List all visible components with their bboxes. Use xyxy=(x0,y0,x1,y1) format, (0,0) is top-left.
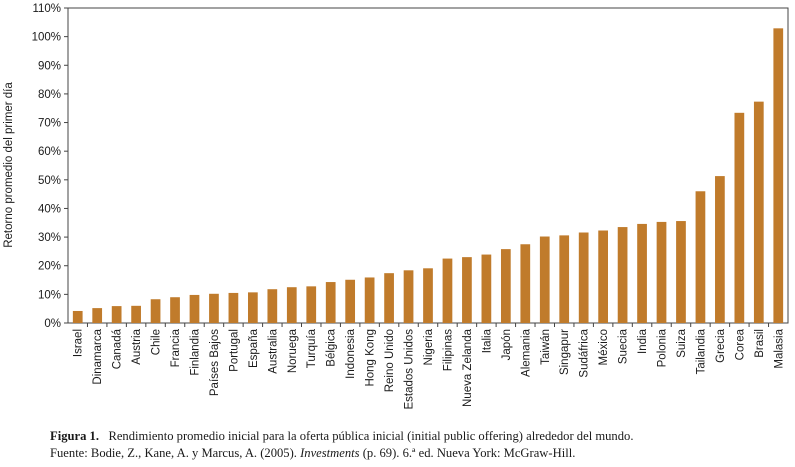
x-tick-label: Japón xyxy=(501,329,513,360)
bar-austria xyxy=(131,305,141,323)
bar-portugal xyxy=(228,292,239,323)
x-tick-label: Austria xyxy=(131,328,143,364)
x-tick-label: Hong Kong xyxy=(365,329,377,387)
x-tick-label: México xyxy=(598,329,610,365)
bar-polonia xyxy=(656,221,667,323)
bar-italia xyxy=(481,254,492,323)
bar-nueva-zelanda xyxy=(462,257,472,323)
bar-alemania xyxy=(520,244,531,323)
y-tick-label: 60% xyxy=(38,146,61,158)
bar-españa xyxy=(248,292,258,323)
x-tick-label: Chile xyxy=(151,329,163,355)
x-tick-label: Alemania xyxy=(520,328,532,377)
x-tick-label: Polonia xyxy=(657,328,669,367)
bar-israel xyxy=(72,310,83,323)
y-tick-label: 110% xyxy=(32,3,61,15)
source-suffix: (p. 69). 6.ª ed. Nueva York: McGraw-Hill… xyxy=(362,446,576,460)
x-tick-label: Estados Unidos xyxy=(404,329,416,410)
bar-bélgica xyxy=(325,282,336,323)
x-tick-label: Filipinas xyxy=(442,329,454,371)
bar-indonesia xyxy=(345,279,356,323)
bar-dinamarca xyxy=(92,308,103,323)
x-tick-label: Corea xyxy=(734,328,746,360)
x-tick-label: India xyxy=(637,328,649,354)
y-tick-label: 90% xyxy=(38,60,61,72)
chart: 0% 10% 20% 30% 40% 50% 60% 70% 80% 90% 100% 110% Is… xyxy=(3,3,789,410)
x-tick-label: Italia xyxy=(481,328,493,353)
y-axis-title: Retorno promedio del primer día xyxy=(3,82,15,248)
x-tick-label: Sudáfrica xyxy=(579,328,591,377)
x-tick-label: Australia xyxy=(267,328,279,373)
caption-text: Rendimiento promedio inicial para la ofe… xyxy=(108,429,634,443)
x-tick-label: Malasia xyxy=(773,328,785,368)
x-tick-label: Dinamarca xyxy=(92,328,104,384)
y-tick-label: 30% xyxy=(38,232,61,244)
x-tick-label: Portugal xyxy=(228,329,240,372)
y-tick-label: 20% xyxy=(38,261,61,273)
bar-noruega xyxy=(286,287,297,323)
bar-grecia xyxy=(715,176,725,323)
bar-suiza xyxy=(676,221,686,323)
bar-india xyxy=(637,223,647,323)
x-tick-label: Suiza xyxy=(676,328,688,357)
x-tick-label: Tailandia xyxy=(695,328,707,374)
bar-reino-unido xyxy=(384,273,394,323)
x-tick-label: Brasil xyxy=(754,329,766,358)
bar-corea xyxy=(734,112,745,324)
caption-label: Figura 1. xyxy=(50,429,99,443)
bar-francia xyxy=(170,297,180,323)
bar-finlandia xyxy=(189,294,200,323)
source-title: Investments xyxy=(300,446,360,460)
bar-tailandia xyxy=(695,191,706,323)
x-tick-label: Grecia xyxy=(715,328,727,362)
bar-estados-unidos xyxy=(403,270,414,323)
y-tick-label: 80% xyxy=(38,89,61,101)
bar-canadá xyxy=(111,306,122,323)
x-tick-label: Noruega xyxy=(287,328,299,373)
bar-taiwán xyxy=(539,236,550,323)
bar-hong-kong xyxy=(364,277,375,323)
bar-filipinas xyxy=(442,258,453,323)
x-tick-label: Francia xyxy=(170,328,182,367)
bar-malasia xyxy=(773,28,784,323)
x-axis: Israel Dinamarca Canadá Austria Chile Francia… xyxy=(73,323,785,410)
x-tick-label: Finlandia xyxy=(189,328,201,375)
bar-singapur xyxy=(559,235,570,323)
y-tick-label: 0% xyxy=(44,318,61,330)
x-tick-label: Indonesia xyxy=(345,328,357,378)
x-tick-label: Turquía xyxy=(306,328,318,368)
x-tick-label: Reino Unido xyxy=(384,329,396,392)
bars xyxy=(72,28,784,324)
bar-suecia xyxy=(617,227,628,323)
bar-méxico xyxy=(598,230,608,323)
x-tick-label: Bélgica xyxy=(326,328,338,366)
source-prefix: Fuente: Bodie, Z., Kane, A. y Marcus, A.… xyxy=(50,446,297,460)
bar-australia xyxy=(267,289,278,323)
x-tick-label: España xyxy=(248,328,260,368)
figure-caption: Figura 1. Rendimiento promedio inicial p… xyxy=(50,428,790,462)
y-tick-label: 100% xyxy=(32,32,61,44)
x-tick-label: Taiwán xyxy=(540,329,552,365)
bar-turquía xyxy=(306,286,317,323)
bar-japón xyxy=(500,249,511,323)
x-tick-label: Nueva Zelanda xyxy=(462,328,474,407)
bar-chile xyxy=(150,299,161,323)
y-tick-label: 70% xyxy=(38,118,61,130)
x-tick-label: Canadá xyxy=(112,328,124,369)
y-tick-label: 50% xyxy=(38,175,61,187)
bar-países-bajos xyxy=(209,293,219,323)
x-tick-label: Israel xyxy=(73,329,85,357)
caption-line-2: Fuente: Bodie, Z., Kane, A. y Marcus, A.… xyxy=(50,445,790,462)
y-tick-label: 10% xyxy=(38,289,61,301)
bar-sudáfrica xyxy=(578,232,589,323)
bar-nigeria xyxy=(423,268,433,323)
caption-line-1: Figura 1. Rendimiento promedio inicial p… xyxy=(50,428,790,445)
bar-brasil xyxy=(753,101,764,324)
x-tick-label: Nigeria xyxy=(423,328,435,365)
y-tick-label: 40% xyxy=(38,203,61,215)
x-tick-label: Singapur xyxy=(559,329,571,375)
x-tick-label: Suecia xyxy=(618,328,630,364)
x-tick-label: Países Bajos xyxy=(209,329,221,396)
